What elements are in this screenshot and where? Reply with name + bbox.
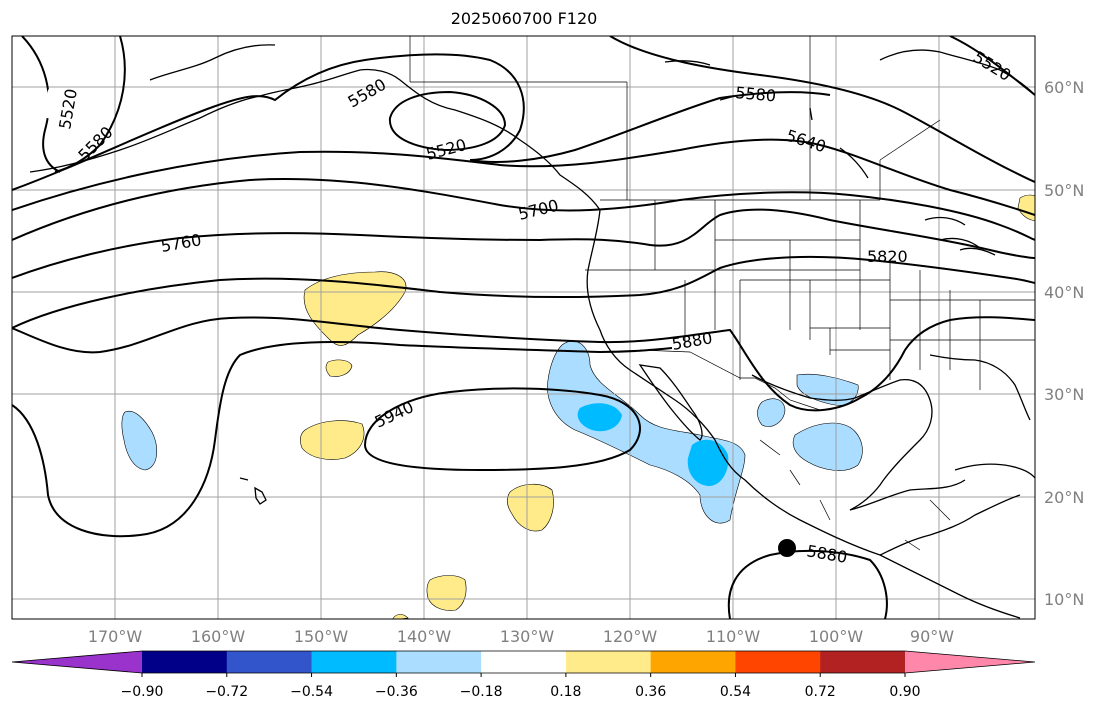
colorbar-segment xyxy=(735,651,821,673)
colorbar-extend-max xyxy=(905,651,1035,673)
colorbar-tick-label: −0.18 xyxy=(460,684,503,700)
lon-label: 160°W xyxy=(191,627,246,646)
lat-label: 60°N xyxy=(1044,78,1084,97)
longitude-labels: 170°W 160°W 150°W 140°W 130°W 120°W 110°… xyxy=(88,627,954,646)
lat-label: 50°N xyxy=(1044,181,1084,200)
colorbar-tick-label: 0.18 xyxy=(550,684,581,700)
lon-label: 120°W xyxy=(603,627,658,646)
lon-label: 100°W xyxy=(809,627,864,646)
colorbar-tick-label: 0.54 xyxy=(720,684,751,700)
negative-anomaly-shading xyxy=(121,340,863,524)
colorbar-tick-label: −0.54 xyxy=(290,684,333,700)
colorbar-tick-label: 0.90 xyxy=(889,684,920,700)
colorbar-tick-label: 0.72 xyxy=(805,684,836,700)
colorbar-segment xyxy=(396,651,482,673)
lon-label: 170°W xyxy=(88,627,143,646)
lat-label: 40°N xyxy=(1044,283,1084,302)
colorbar-segment xyxy=(142,651,228,673)
colorbar-tick-label: −0.36 xyxy=(375,684,418,700)
lat-label: 30°N xyxy=(1044,385,1084,404)
lon-label: 90°W xyxy=(910,627,954,646)
colorbar-segment xyxy=(311,651,397,673)
colorbar-segment xyxy=(226,651,313,673)
colorbar-segment xyxy=(565,651,652,673)
map-title: 2025060700 F120 xyxy=(450,9,598,28)
map-frame xyxy=(11,35,1036,620)
positive-anomaly-shading xyxy=(300,194,1035,619)
contour-label: 5580 xyxy=(735,83,777,105)
lon-label: 150°W xyxy=(294,627,349,646)
colorbar-tick-label: 0.36 xyxy=(635,684,666,700)
colorbar: −0.90 −0.72 −0.54 −0.36 −0.18 0.18 0.36 0.54 0.7… xyxy=(11,650,1036,700)
lat-label: 20°N xyxy=(1044,488,1084,507)
colorbar-segment xyxy=(650,651,736,673)
latitude-labels: 60°N 50°N 40°N 30°N 20°N 10°N xyxy=(1044,78,1084,609)
colorbar-segment xyxy=(820,651,906,673)
colorbar-tick-label: −0.90 xyxy=(121,684,164,700)
contour-label: 5820 xyxy=(867,247,908,266)
lon-label: 110°W xyxy=(706,627,761,646)
lon-label: 140°W xyxy=(397,627,452,646)
height-contours xyxy=(12,36,1035,619)
lon-label: 130°W xyxy=(500,627,555,646)
gridlines xyxy=(12,36,1035,619)
map-area xyxy=(12,36,1035,619)
colorbar-segment xyxy=(481,651,567,673)
lat-label: 10°N xyxy=(1044,590,1084,609)
storm-center-marker xyxy=(778,539,796,557)
colorbar-tick-label: −0.72 xyxy=(205,684,248,700)
colorbar-extend-min xyxy=(12,651,142,673)
